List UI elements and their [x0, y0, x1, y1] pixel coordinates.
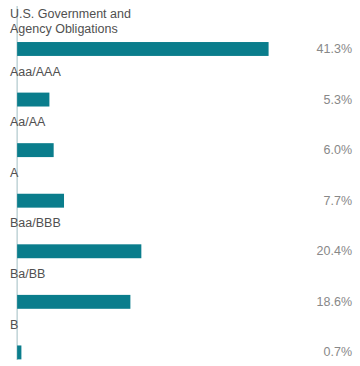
category-line: Aa/AA: [10, 115, 46, 129]
category-label: Aaa/AAA: [10, 65, 61, 79]
data-label: 5.3%: [324, 93, 353, 107]
bar: [17, 194, 64, 208]
bar: [17, 143, 54, 157]
bar: [17, 42, 268, 56]
chart: U.S. Government andAgency Obligations 41.…: [0, 0, 360, 366]
category-label: U.S. Government andAgency Obligations: [10, 7, 131, 36]
bar: [17, 93, 49, 107]
category-line: U.S. Government and: [10, 7, 131, 21]
category-label: Aa/AA: [10, 115, 46, 129]
chart-container: U.S. Government andAgency Obligations 41.…: [0, 0, 360, 366]
category-line: Agency Obligations: [10, 22, 118, 36]
bar: [17, 244, 141, 258]
data-label: 6.0%: [324, 143, 353, 157]
category-label: B: [10, 318, 18, 332]
category-line: Baa/BBB: [10, 216, 61, 230]
category-line: Aaa/AAA: [10, 65, 61, 79]
labels: U.S. Government andAgency Obligations 41.…: [10, 7, 352, 360]
data-label: 7.7%: [324, 194, 353, 208]
data-label: 18.6%: [317, 295, 352, 309]
page: {"chart_data": {"type": "bar", "orientat…: [0, 0, 360, 366]
bars: [17, 42, 268, 359]
data-label: 0.7%: [324, 345, 353, 359]
category-label: Baa/BBB: [10, 216, 61, 230]
category-line: A: [10, 166, 19, 180]
category-line: B: [10, 318, 18, 332]
data-label: 41.3%: [317, 42, 352, 56]
category-line: Ba/BB: [10, 267, 45, 281]
bar: [17, 345, 21, 359]
data-label: 20.4%: [317, 244, 352, 258]
bar: [17, 295, 130, 309]
category-label: A: [10, 166, 19, 180]
category-label: Ba/BB: [10, 267, 45, 281]
